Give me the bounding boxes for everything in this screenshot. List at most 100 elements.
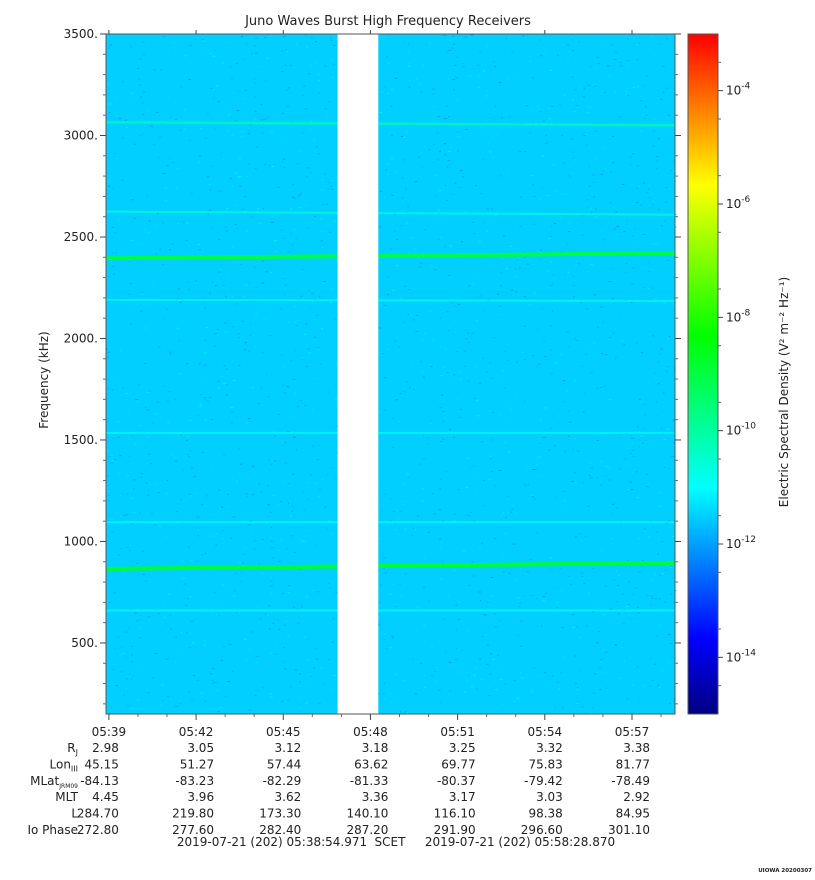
noise-speck	[428, 149, 431, 151]
noise-speck	[234, 172, 237, 174]
noise-speck	[204, 419, 208, 421]
x-tick-label: 05:39	[92, 725, 127, 739]
noise-speck	[510, 289, 514, 291]
noise-speck	[453, 64, 457, 66]
noise-speck	[523, 36, 526, 38]
noise-speck	[491, 595, 494, 597]
noise-speck	[562, 380, 566, 381]
noise-speck	[135, 178, 137, 180]
noise-speck	[226, 276, 228, 278]
noise-speck	[138, 84, 142, 86]
noise-speck	[647, 288, 650, 289]
noise-speck	[479, 600, 482, 601]
noise-speck	[421, 339, 424, 341]
noise-speck	[674, 226, 678, 228]
noise-speck	[205, 326, 209, 328]
noise-speck	[232, 670, 234, 672]
ephemeris-value: 3.25	[449, 741, 476, 755]
noise-speck	[474, 489, 477, 491]
y-tick-label: 1000.	[64, 534, 98, 548]
noise-speck	[176, 298, 179, 300]
noise-speck	[475, 185, 477, 187]
noise-speck	[468, 584, 471, 586]
noise-speck	[634, 228, 636, 230]
noise-speck	[307, 482, 310, 484]
noise-speck	[270, 512, 272, 514]
noise-speck	[204, 351, 207, 353]
noise-speck	[576, 687, 578, 689]
noise-speck	[174, 661, 176, 663]
noise-speck	[644, 106, 647, 108]
noise-speck	[330, 467, 333, 469]
noise-speck	[636, 86, 639, 88]
noise-speck	[247, 418, 251, 420]
noise-speck	[638, 445, 640, 447]
noise-speck	[302, 491, 305, 493]
noise-speck	[622, 643, 625, 645]
noise-speck	[569, 221, 571, 223]
noise-speck	[312, 589, 315, 591]
noise-speck	[283, 237, 286, 239]
noise-speck	[593, 83, 596, 85]
noise-speck	[438, 239, 440, 241]
noise-speck	[468, 285, 471, 287]
noise-speck	[385, 648, 388, 649]
noise-speck	[468, 342, 470, 343]
noise-speck	[443, 143, 447, 145]
noise-speck	[328, 659, 330, 661]
noise-speck	[662, 392, 665, 394]
noise-speck	[600, 386, 603, 388]
noise-speck	[652, 335, 655, 337]
noise-speck	[563, 94, 566, 96]
noise-speck	[577, 686, 579, 688]
noise-speck	[251, 631, 253, 633]
noise-speck	[286, 548, 288, 550]
noise-speck	[209, 292, 211, 294]
noise-speck	[145, 303, 148, 305]
noise-speck	[267, 485, 269, 487]
noise-speck	[420, 262, 423, 264]
noise-speck	[452, 194, 455, 196]
noise-speck	[219, 707, 222, 709]
noise-speck	[254, 110, 257, 112]
noise-speck	[129, 309, 131, 311]
noise-speck	[243, 196, 247, 198]
noise-speck	[112, 669, 115, 671]
noise-speck	[639, 204, 643, 206]
noise-speck	[136, 67, 139, 69]
noise-speck	[602, 239, 605, 241]
noise-speck	[623, 623, 625, 625]
noise-speck	[263, 118, 267, 120]
noise-speck	[502, 571, 505, 573]
noise-speck	[446, 311, 449, 313]
noise-speck	[143, 91, 146, 93]
noise-speck	[572, 275, 574, 277]
noise-speck	[515, 513, 518, 515]
noise-speck	[148, 231, 151, 233]
noise-speck	[672, 419, 675, 421]
noise-speck	[617, 613, 620, 615]
noise-speck	[265, 318, 267, 320]
noise-speck	[432, 93, 434, 95]
noise-speck	[447, 160, 450, 161]
noise-speck	[516, 597, 520, 599]
noise-speck	[468, 674, 470, 676]
noise-speck	[272, 622, 275, 624]
noise-speck	[146, 494, 150, 496]
noise-speck	[618, 116, 622, 118]
noise-speck	[174, 460, 178, 462]
noise-speck	[214, 681, 217, 683]
noise-speck	[561, 134, 563, 136]
noise-speck	[581, 234, 584, 236]
noise-speck	[627, 559, 629, 561]
noise-speck	[472, 465, 475, 467]
noise-speck	[406, 474, 410, 475]
noise-speck	[213, 690, 215, 692]
noise-speck	[411, 534, 413, 536]
noise-speck	[281, 70, 284, 72]
noise-speck	[273, 460, 276, 462]
data-gap	[337, 34, 379, 714]
noise-speck	[244, 638, 247, 640]
noise-speck	[647, 536, 650, 538]
noise-speck	[511, 508, 514, 510]
